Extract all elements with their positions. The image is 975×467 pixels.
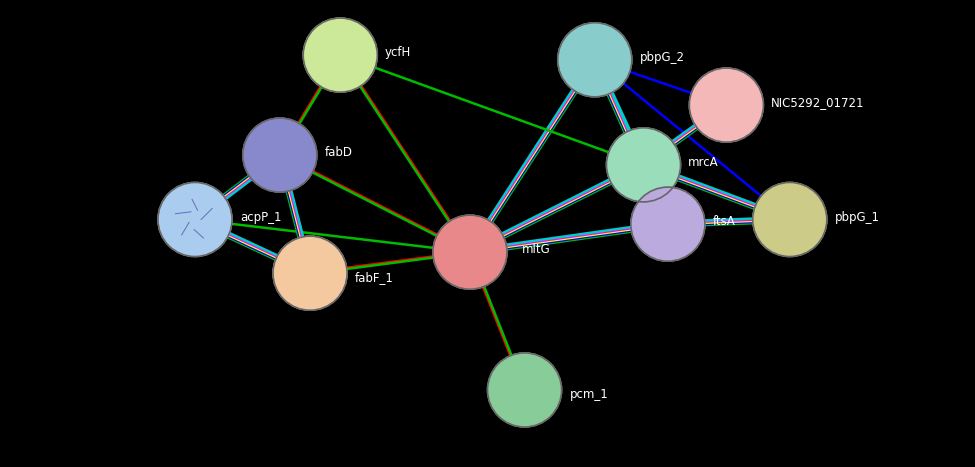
Ellipse shape [488,353,562,427]
Ellipse shape [689,68,763,142]
Ellipse shape [433,215,507,289]
Text: ycfH: ycfH [385,46,411,59]
Ellipse shape [558,23,632,97]
Text: fabF_1: fabF_1 [355,271,394,284]
Text: pbpG_2: pbpG_2 [640,51,684,64]
Text: ftsA: ftsA [713,215,735,228]
Text: pbpG_1: pbpG_1 [835,211,879,224]
Ellipse shape [243,118,317,192]
Text: NIC5292_01721: NIC5292_01721 [771,96,865,109]
Ellipse shape [631,187,705,261]
Ellipse shape [753,183,827,256]
Text: fabD: fabD [325,146,353,159]
Text: pcm_1: pcm_1 [569,388,608,401]
Text: mltG: mltG [522,243,550,256]
Ellipse shape [158,183,232,256]
Text: acpP_1: acpP_1 [240,211,282,224]
Ellipse shape [273,236,347,310]
Text: mrcA: mrcA [688,156,719,169]
Ellipse shape [606,128,681,202]
Ellipse shape [303,18,377,92]
